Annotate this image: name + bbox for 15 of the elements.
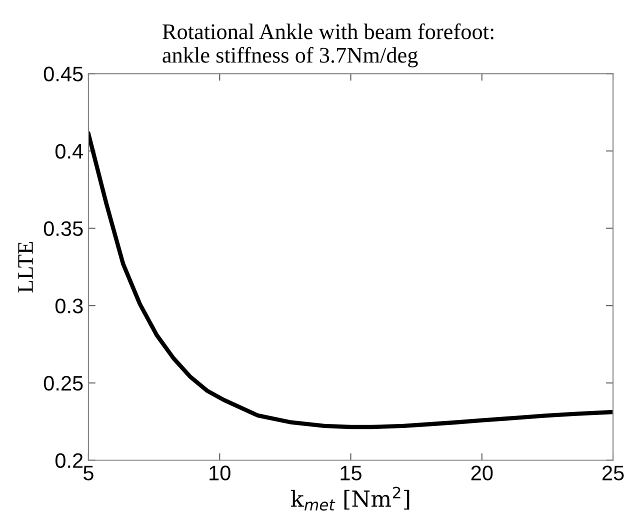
x-tick-label: 20 [471,466,493,480]
y-tick-label: 0.35 [44,221,83,236]
y-tick-label: 0.25 [44,376,83,391]
x-tick-label: 25 [602,466,624,480]
y-tick-label: 0.45 [44,66,83,82]
chart-title: Rotational Ankle with beam forefoot: ankle stiffness of 3.7Nm/deg [162,23,494,68]
x-tick-label: 10 [210,466,230,480]
y-tick-label: 0.3 [55,298,83,314]
line-series [88,132,614,430]
x-tick-label: 15 [340,466,362,480]
y-tick-label: 0.4 [55,144,84,159]
y-tick-label: 0.2 [55,453,83,468]
y-axis-title: LLTE [18,242,33,292]
x-tick-label: 5 [84,466,94,480]
x-axis-title: k$_{met}$ [Nm$^{2}$] [290,486,410,511]
